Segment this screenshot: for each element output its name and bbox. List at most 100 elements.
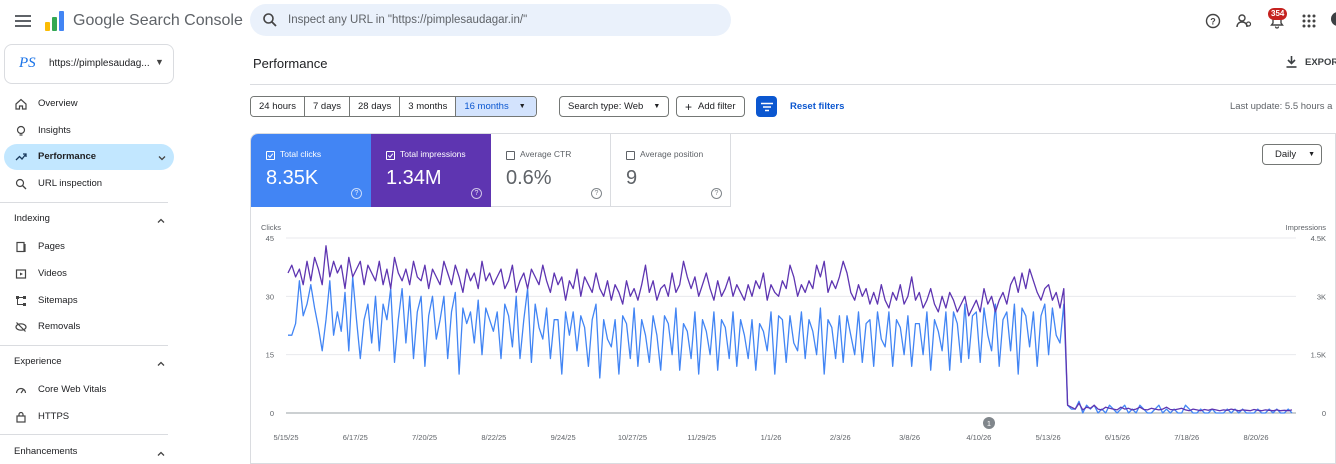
sidebar-item-performance[interactable]: Performance (4, 144, 174, 170)
svg-text:?: ? (1210, 17, 1216, 27)
app-title: Google Search Console (73, 12, 243, 29)
help-icon[interactable]: ? (351, 188, 362, 199)
right-tick-label: 1.5K (1311, 351, 1326, 360)
granularity-label: Daily (1275, 149, 1297, 160)
x-tick-label: 6/15/26 (1105, 433, 1130, 442)
metric-card-total-impressions[interactable]: Total impressions 1.34M ? (371, 134, 491, 207)
property-selector[interactable]: PS https://pimplesaudag... ▼ (4, 44, 174, 84)
series-line-impressions (287, 245, 1293, 412)
metric-value: 8.35K (266, 167, 319, 189)
lock-icon (14, 410, 28, 424)
annotation-marker-label: 1 (987, 419, 991, 428)
chevron-up-icon[interactable] (156, 446, 166, 464)
section-title-experience: Experience (14, 356, 62, 367)
x-tick-label: 8/20/26 (1243, 433, 1268, 442)
section-title-indexing: Indexing (14, 213, 50, 224)
manage-users-icon[interactable] (1233, 10, 1255, 32)
plus-icon: + (685, 99, 693, 114)
property-logo: PS (19, 55, 36, 71)
granularity-select[interactable]: Daily ▼ (1262, 144, 1322, 165)
menu-icon[interactable] (12, 10, 34, 32)
chevron-up-icon[interactable] (156, 213, 166, 231)
header-divider (250, 84, 1336, 85)
url-inspection-search[interactable] (250, 4, 731, 36)
search-type-label: Search type: Web (568, 101, 644, 112)
sidebar-item-videos[interactable]: Videos (4, 261, 174, 287)
top-app-bar: Google Search Console ? 354 (0, 0, 1336, 44)
x-tick-label: 7/20/25 (412, 433, 437, 442)
checkbox-checked-icon (386, 151, 395, 160)
gauge-icon (14, 383, 28, 397)
metric-card-total-clicks[interactable]: Total clicks 8.35K ? (251, 134, 371, 207)
left-tick-label: 45 (266, 234, 274, 243)
metric-value: 9 (626, 167, 638, 189)
right-tick-label: 3K (1317, 292, 1326, 301)
reset-filters-link[interactable]: Reset filters (790, 101, 845, 112)
trending-up-icon (14, 150, 28, 164)
video-icon (14, 267, 28, 281)
x-tick-label: 6/17/25 (343, 433, 368, 442)
date-range-7-days[interactable]: 7 days (304, 97, 350, 116)
add-filter-label: Add filter (698, 101, 736, 112)
apps-grid-icon[interactable] (1298, 10, 1320, 32)
chevron-down-icon: ▼ (155, 57, 164, 67)
help-icon[interactable]: ? (711, 188, 722, 199)
sidebar-item-pages[interactable]: Pages (4, 234, 174, 260)
add-filter-button[interactable]: + Add filter (676, 96, 745, 117)
date-range-selected-label: 16 months (464, 101, 509, 112)
sidebar-divider (0, 202, 168, 203)
export-label: EXPOR (1305, 56, 1336, 68)
left-axis-label: Clicks (261, 223, 281, 232)
sitemap-icon (14, 294, 28, 308)
date-range-3-months[interactable]: 3 months (400, 97, 457, 116)
help-icon[interactable]: ? (471, 188, 482, 199)
x-tick-label: 1/1/26 (761, 433, 782, 442)
last-update-text: Last update: 5.5 hours a (1230, 101, 1333, 112)
left-tick-label: 30 (266, 292, 274, 301)
date-range-16-months[interactable]: 16 months ▼ (456, 97, 536, 116)
export-button[interactable]: EXPOR (1286, 56, 1336, 68)
x-tick-label: 2/3/26 (830, 433, 851, 442)
home-icon (14, 97, 28, 111)
metric-value: 1.34M (386, 167, 442, 189)
right-tick-label: 0 (1322, 409, 1326, 418)
x-tick-label: 5/13/26 (1036, 433, 1061, 442)
checkbox-unchecked-icon (506, 151, 515, 160)
download-icon (1286, 56, 1297, 68)
date-range-28-days[interactable]: 28 days (349, 97, 401, 116)
x-tick-label: 8/22/25 (481, 433, 506, 442)
date-range-selector: 24 hours 7 days 28 days 3 months 16 mont… (250, 96, 537, 117)
performance-card: Total clicks 8.35K ? Total impressions 1… (250, 133, 1336, 464)
caret-down-icon: ▼ (518, 103, 526, 110)
property-url: https://pimplesaudag... (49, 58, 150, 69)
left-tick-label: 15 (266, 351, 274, 360)
sidebar-item-sitemaps[interactable]: Sitemaps (4, 288, 174, 314)
chevron-down-icon[interactable] (157, 150, 167, 168)
date-range-24-hours[interactable]: 24 hours (251, 97, 305, 116)
sidebar-item-https[interactable]: HTTPS (4, 404, 174, 430)
search-type-filter[interactable]: Search type: Web ▼ (559, 96, 670, 117)
sidebar-item-url-inspection[interactable]: URL inspection (4, 171, 174, 197)
x-tick-label: 3/8/26 (899, 433, 920, 442)
sidebar-item-insights[interactable]: Insights (4, 118, 174, 144)
sidebar-item-overview[interactable]: Overview (4, 91, 174, 117)
search-console-logo-icon (44, 10, 66, 32)
notification-count-badge: 354 (1268, 8, 1288, 20)
help-icon[interactable]: ? (591, 188, 602, 199)
chevron-up-icon[interactable] (156, 356, 166, 374)
filter-icon[interactable] (756, 96, 777, 117)
x-tick-label: 10/27/25 (618, 433, 647, 442)
x-tick-label: 5/15/25 (273, 433, 298, 442)
help-icon[interactable]: ? (1202, 10, 1224, 32)
account-avatar[interactable] (1331, 12, 1336, 26)
metric-card-average-position[interactable]: Average position 9 ? (611, 134, 731, 207)
search-input[interactable] (288, 10, 708, 30)
sidebar-item-removals[interactable]: Removals (4, 314, 174, 340)
right-tick-label: 4.5K (1311, 234, 1326, 243)
sidebar-item-core-web-vitals[interactable]: Core Web Vitals (4, 377, 174, 403)
x-tick-label: 7/18/26 (1174, 433, 1199, 442)
caret-down-icon: ▼ (1308, 151, 1316, 158)
series-line-clicks (288, 276, 1293, 414)
metric-label: Total clicks (280, 149, 322, 159)
metric-card-average-ctr[interactable]: Average CTR 0.6% ? (491, 134, 611, 207)
